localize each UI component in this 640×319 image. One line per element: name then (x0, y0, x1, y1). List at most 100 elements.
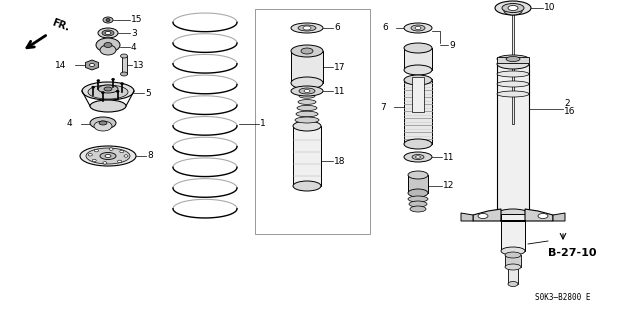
Ellipse shape (96, 38, 120, 52)
Ellipse shape (478, 213, 488, 219)
Ellipse shape (497, 91, 529, 97)
Ellipse shape (497, 209, 529, 219)
Ellipse shape (99, 121, 107, 125)
Ellipse shape (120, 150, 124, 153)
Text: 18: 18 (334, 157, 346, 166)
Ellipse shape (109, 148, 113, 150)
Ellipse shape (538, 213, 548, 219)
Ellipse shape (505, 264, 521, 270)
Ellipse shape (103, 17, 113, 23)
Ellipse shape (111, 78, 115, 80)
Bar (505, 255, 521, 267)
Bar (404, 48, 432, 70)
Text: 9: 9 (449, 41, 455, 49)
Text: 1: 1 (260, 120, 266, 129)
Ellipse shape (497, 55, 529, 63)
Ellipse shape (501, 247, 525, 255)
Ellipse shape (293, 181, 321, 191)
Ellipse shape (409, 201, 427, 207)
Ellipse shape (124, 155, 128, 157)
Text: 3: 3 (131, 28, 137, 38)
Ellipse shape (293, 121, 321, 131)
Bar (293, 126, 321, 186)
Ellipse shape (404, 152, 432, 162)
Ellipse shape (404, 139, 432, 149)
Text: 13: 13 (133, 61, 145, 70)
Ellipse shape (291, 23, 323, 33)
Ellipse shape (88, 85, 128, 99)
Ellipse shape (118, 160, 122, 163)
Text: 5: 5 (145, 88, 151, 98)
Ellipse shape (497, 81, 529, 87)
Text: 4: 4 (67, 120, 72, 129)
Ellipse shape (404, 23, 432, 33)
Bar (412, 77, 424, 112)
Ellipse shape (291, 86, 323, 96)
Ellipse shape (411, 25, 425, 31)
Text: 16: 16 (564, 108, 575, 116)
Ellipse shape (100, 45, 116, 55)
Ellipse shape (291, 45, 323, 57)
Bar (508, 251, 518, 284)
Ellipse shape (120, 83, 124, 85)
Bar (255, 9, 370, 234)
Ellipse shape (105, 154, 111, 158)
Text: 6: 6 (334, 24, 340, 33)
Text: 11: 11 (443, 152, 454, 161)
Ellipse shape (104, 42, 112, 48)
Ellipse shape (90, 100, 126, 112)
Ellipse shape (504, 7, 522, 15)
Text: 17: 17 (334, 63, 346, 71)
Text: 2: 2 (564, 100, 570, 108)
Ellipse shape (102, 30, 114, 36)
Ellipse shape (86, 148, 130, 164)
Ellipse shape (88, 153, 92, 156)
Ellipse shape (95, 149, 99, 152)
Bar (291, 51, 323, 83)
Ellipse shape (298, 100, 316, 104)
Bar (497, 64, 529, 214)
Ellipse shape (94, 121, 112, 131)
Ellipse shape (291, 77, 323, 89)
Ellipse shape (508, 281, 518, 286)
Ellipse shape (92, 86, 95, 88)
Ellipse shape (104, 87, 112, 91)
Ellipse shape (408, 196, 428, 202)
Bar (497, 57, 529, 63)
Text: FR.: FR. (50, 18, 70, 33)
Text: 11: 11 (334, 86, 346, 95)
Ellipse shape (90, 117, 116, 129)
Polygon shape (473, 209, 553, 221)
Ellipse shape (415, 26, 421, 29)
Bar (408, 175, 428, 193)
Ellipse shape (304, 90, 310, 93)
Ellipse shape (298, 25, 316, 31)
Text: B-27-10: B-27-10 (548, 248, 596, 258)
Ellipse shape (103, 162, 107, 164)
Ellipse shape (98, 28, 118, 38)
Ellipse shape (90, 63, 95, 66)
Ellipse shape (98, 85, 118, 93)
Text: 14: 14 (54, 61, 66, 70)
Ellipse shape (404, 43, 432, 53)
Ellipse shape (120, 72, 127, 76)
Text: 15: 15 (131, 16, 143, 25)
Ellipse shape (97, 80, 100, 82)
Ellipse shape (82, 82, 134, 100)
Ellipse shape (404, 65, 432, 75)
Ellipse shape (80, 146, 136, 166)
Ellipse shape (116, 90, 119, 93)
Ellipse shape (295, 117, 319, 123)
Ellipse shape (412, 154, 424, 160)
Text: 4: 4 (131, 42, 136, 51)
Text: 8: 8 (147, 152, 153, 160)
Bar (122, 56, 127, 74)
Text: 10: 10 (544, 4, 556, 12)
Ellipse shape (502, 4, 524, 12)
Ellipse shape (297, 105, 317, 111)
Polygon shape (553, 213, 565, 221)
Ellipse shape (497, 71, 529, 77)
Ellipse shape (303, 26, 311, 30)
Ellipse shape (101, 92, 104, 93)
Ellipse shape (408, 171, 428, 179)
